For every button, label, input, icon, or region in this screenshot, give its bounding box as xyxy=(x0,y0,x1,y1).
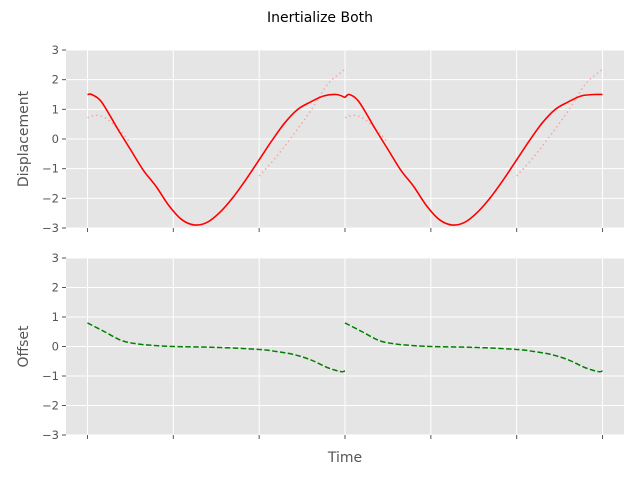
y-tick-label: 2 xyxy=(52,73,59,87)
y-tick-label: 2 xyxy=(52,281,59,295)
y-axis-label: Offset xyxy=(16,325,32,368)
y-tick-label: −1 xyxy=(42,162,59,176)
y-tick-label: −1 xyxy=(42,369,59,383)
offset-panel: −3 −2 −1 0 1 2 3 Offset xyxy=(16,251,624,442)
series-group xyxy=(87,68,604,226)
y-tick-label: −2 xyxy=(42,399,59,413)
series-dotted-line xyxy=(87,114,131,144)
y-tick-label: −3 xyxy=(42,428,59,442)
y-tick-label: 3 xyxy=(52,43,59,57)
series-group xyxy=(87,322,603,373)
series-dashed-line xyxy=(344,322,603,373)
series-dotted-line xyxy=(344,114,389,144)
series-dotted-line xyxy=(516,68,604,177)
displacement-panel: −3 −2 −1 0 1 2 3 Displacement xyxy=(16,43,624,235)
y-tick-label: 1 xyxy=(52,102,59,116)
series-dotted-line xyxy=(258,68,346,177)
y-tick-label: −3 xyxy=(42,221,59,235)
y-tick-label: 0 xyxy=(52,132,59,146)
y-axis-label: Displacement xyxy=(16,90,32,187)
series-solid-line xyxy=(87,93,346,226)
y-tick-label: −2 xyxy=(42,191,59,205)
x-axis-label: Time xyxy=(327,450,362,466)
y-tick-label: 0 xyxy=(52,340,59,354)
y-tick-label: 3 xyxy=(52,251,59,265)
series-solid-line xyxy=(344,93,603,226)
series-dashed-line xyxy=(87,322,346,373)
y-tick-label: 1 xyxy=(52,310,59,324)
chart-title: Inertialize Both xyxy=(267,10,373,26)
